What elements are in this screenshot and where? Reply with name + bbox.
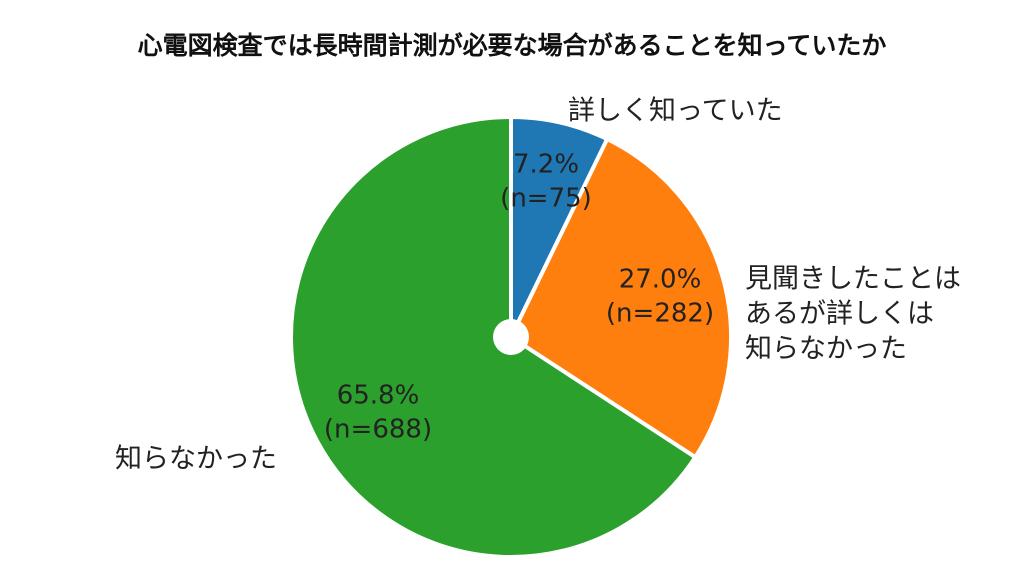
n-label: (n=688): [324, 415, 432, 445]
pct-label: 7.2%: [513, 150, 579, 180]
slice-category-label: 知らなかった: [115, 444, 277, 475]
slice-category-label: 詳しく知っていた: [568, 96, 783, 127]
chart-title: 心電図検査では長時間計測が必要な場合があることを知っていたか: [137, 31, 887, 60]
n-label: (n=282): [606, 299, 714, 329]
slice-category-label: あるが詳しくは: [745, 299, 934, 330]
slice-category-label: 知らなかった: [745, 334, 907, 365]
pct-label: 27.0%: [619, 265, 702, 295]
slice-category-label: 見聞きしたことは: [745, 264, 961, 295]
pct-label: 65.8%: [337, 381, 420, 411]
center-hole: [493, 319, 529, 355]
pie-slice: [508, 136, 733, 460]
n-label: (n=75): [500, 184, 592, 214]
